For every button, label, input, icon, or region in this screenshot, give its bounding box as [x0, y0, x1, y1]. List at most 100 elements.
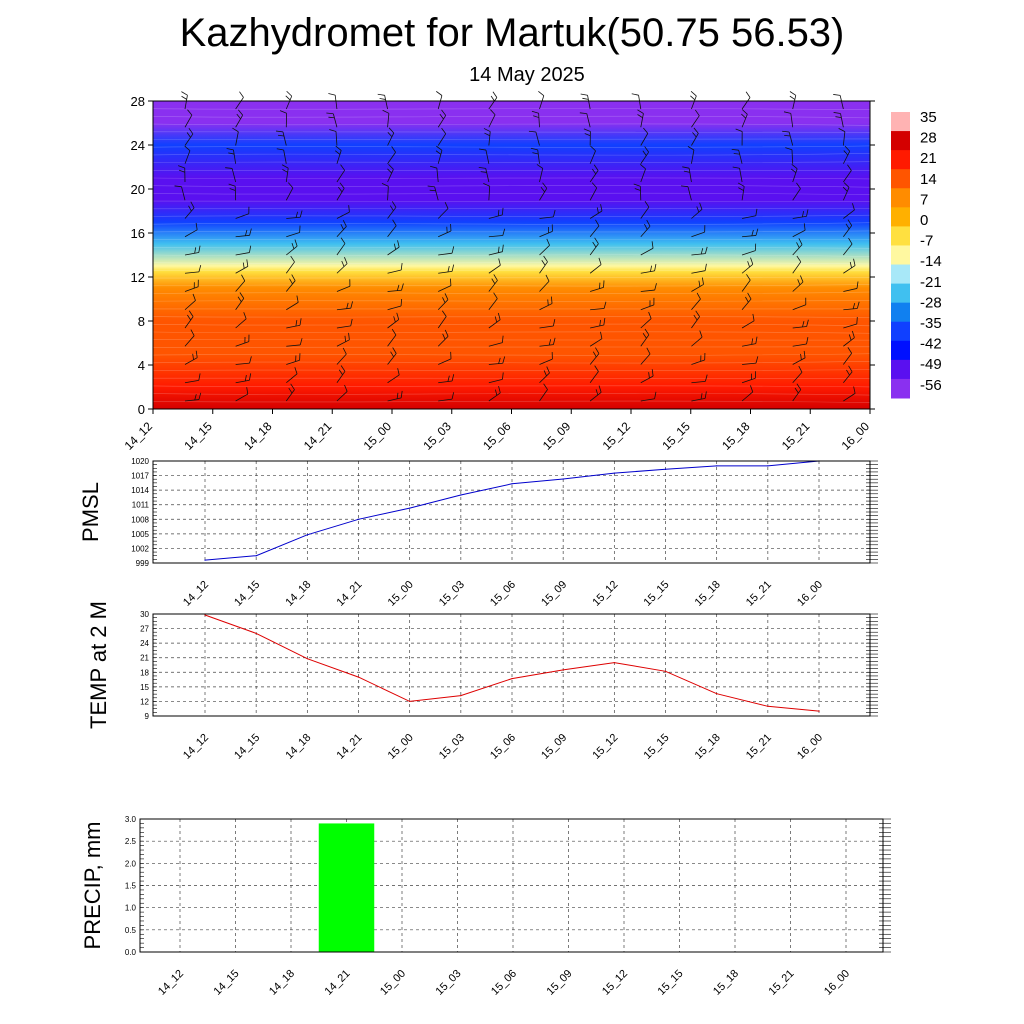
y-axis-label: PMSL: [78, 482, 103, 542]
wind-barb: [691, 277, 704, 292]
wind-barb: [536, 164, 544, 183]
wind-barb: [539, 383, 548, 402]
wind-barb: [184, 279, 199, 292]
wind-barb: [488, 386, 501, 402]
wind-barb: [833, 94, 844, 110]
wind-barb: [488, 207, 504, 219]
y-tick-label: 1011: [132, 501, 150, 510]
contour-line: [152, 299, 871, 302]
x-tick-label: 14_12: [156, 968, 186, 998]
wind-barb: [741, 274, 751, 292]
wind-barb: [235, 373, 252, 384]
wind-barb: [589, 219, 600, 238]
wind-barb: [687, 146, 695, 164]
x-tick-label: 16_00: [795, 732, 825, 762]
y-tick-label: 28: [131, 94, 145, 109]
x-tick-label: 15_15: [642, 579, 672, 609]
wind-barb: [387, 312, 400, 329]
wind-barb: [438, 264, 455, 274]
wind-barb: [528, 130, 540, 146]
wind-barb: [833, 112, 844, 128]
wind-barb: [184, 350, 198, 365]
colorbar-swatch: [891, 207, 910, 227]
colorbar-swatch: [891, 226, 910, 246]
y-tick-label: 16: [131, 226, 145, 241]
data-point: [818, 710, 820, 712]
wind-barb: [429, 165, 439, 183]
wind-barb: [336, 164, 345, 183]
heatmap-field: [153, 101, 870, 409]
y-tick-label: 1.5: [125, 882, 137, 891]
x-tick-label: 15_03: [437, 732, 467, 762]
wind-barb: [285, 90, 293, 110]
x-tick-label: 15_15: [656, 968, 686, 998]
x-tick-label: 14_18: [267, 968, 297, 998]
colorbar-swatch: [891, 321, 910, 342]
wind-barb: [539, 352, 553, 365]
wind-barb: [530, 147, 540, 164]
wind-barb: [387, 328, 397, 347]
x-tick-label: 15_18: [711, 968, 741, 998]
wind-barb: [427, 185, 439, 201]
wind-barb: [184, 145, 191, 164]
wind-barb: [792, 365, 803, 384]
wind-barb: [387, 201, 397, 219]
y-tick-label: 24: [140, 639, 149, 648]
wind-barb: [387, 263, 403, 274]
y-tick-label: 1017: [131, 472, 149, 481]
wind-barb: [589, 385, 602, 402]
wind-barb: [640, 201, 650, 219]
colorbar-swatch: [891, 264, 910, 285]
x-tick-label: 15_00: [386, 732, 416, 762]
wind-barb: [174, 185, 186, 201]
wind-barb: [286, 367, 298, 384]
wind-barb: [539, 319, 556, 329]
x-tick-label: 15_15: [642, 732, 672, 762]
wind-barb: [539, 274, 550, 292]
data-point: [204, 614, 206, 616]
wind-barb: [789, 91, 797, 110]
wind-barb: [691, 330, 703, 347]
wind-barb: [741, 336, 758, 347]
colorbar-label: -28: [920, 294, 942, 311]
colorbar-label: 14: [920, 171, 937, 188]
colorbar-swatch: [891, 340, 910, 361]
wind-barb: [640, 297, 655, 311]
data-point: [357, 518, 360, 520]
colorbar-swatch: [891, 245, 910, 266]
x-tick-label: 14_12: [122, 419, 156, 453]
wind-barb: [843, 258, 856, 274]
data-point: [562, 478, 564, 480]
contour-line: [152, 254, 871, 257]
y-tick-label: 1014: [131, 486, 149, 495]
temp-panel: 9 12 15 18 21 24 27 30 14_12 14_15 14_18 14_21 15_00…: [86, 601, 878, 762]
wind-barb: [286, 225, 301, 238]
data-point: [357, 676, 360, 678]
wind-barb: [387, 283, 404, 292]
x-tick-label: 15_06: [480, 419, 514, 453]
wind-barb: [438, 374, 455, 384]
colorbar-swatch: [891, 112, 910, 132]
x-tick-label: 15_21: [779, 419, 813, 453]
data-point: [664, 468, 667, 470]
wind-barb: [488, 244, 504, 256]
data-point: [562, 669, 564, 671]
wind-barb: [742, 228, 759, 238]
wind-barb: [680, 185, 692, 201]
wind-barb: [488, 335, 504, 347]
data-point: [460, 494, 462, 496]
wind-barb: [579, 112, 591, 128]
wind-barb: [640, 146, 649, 164]
y-tick-label: 1020: [131, 457, 149, 466]
wind-barb: [478, 148, 490, 164]
wind-barb: [590, 301, 607, 311]
wind-barb: [691, 391, 707, 402]
wind-barb: [589, 204, 603, 219]
wind-barb: [483, 183, 491, 201]
y-tick-label: 15: [140, 683, 149, 692]
wind-barb: [235, 259, 249, 274]
x-tick-label: 15_03: [437, 579, 467, 609]
wind-barb: [843, 219, 853, 237]
wind-barb: [286, 295, 299, 311]
wind-barb: [488, 91, 498, 110]
